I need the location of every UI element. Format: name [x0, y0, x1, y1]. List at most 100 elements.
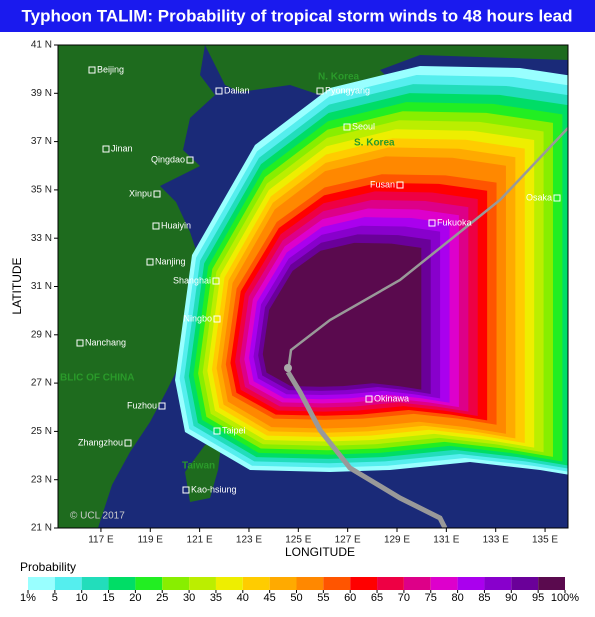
- city-label: Zhangzhou: [78, 437, 123, 447]
- y-tick-label: 33 N: [31, 233, 52, 244]
- y-tick-label: 35 N: [31, 185, 52, 196]
- legend-swatch: [511, 577, 539, 590]
- legend-tick-label: 20: [129, 592, 141, 604]
- legend-swatch: [403, 577, 431, 590]
- legend-swatch: [135, 577, 163, 590]
- city-label: Dalian: [224, 85, 250, 95]
- legend-tick-label: 25: [156, 592, 168, 604]
- x-tick-label: 127 E: [335, 535, 361, 546]
- y-tick-label: 27 N: [31, 378, 52, 389]
- city-marker: [213, 427, 221, 435]
- city-label: Qingdao: [151, 154, 185, 164]
- y-tick-label: 29 N: [31, 329, 52, 340]
- city-label: Xinpu: [129, 188, 152, 198]
- legend-swatch: [54, 577, 82, 590]
- track-forecast: [286, 127, 568, 373]
- city-label: Shanghai: [173, 275, 211, 285]
- y-tick-label: 37 N: [31, 136, 52, 147]
- y-axis-label: LATITUDE: [10, 257, 24, 314]
- city-label: Fukuoka: [437, 217, 472, 227]
- city-label: Nanchang: [85, 337, 126, 347]
- x-tick-label: 135 E: [532, 535, 558, 546]
- city-label: Fusan: [370, 179, 395, 189]
- credit: © UCL 2017: [70, 511, 125, 522]
- city-label: Pyongyang: [325, 85, 370, 95]
- legend-swatch: [81, 577, 109, 590]
- city-label: Ningbo: [183, 313, 212, 323]
- land-taiwan: [185, 438, 222, 502]
- y-tick-label: 39 N: [31, 88, 52, 99]
- x-tick-label: 117 E: [88, 535, 114, 546]
- legend-tick-label: 40: [237, 592, 249, 604]
- legend-swatch: [350, 577, 378, 590]
- legend-tick-label: 85: [478, 592, 490, 604]
- x-tick-label: 133 E: [483, 535, 509, 546]
- legend-swatch: [538, 577, 565, 590]
- city-label: Jinan: [111, 143, 133, 153]
- city-label: Fuzhou: [127, 400, 157, 410]
- city-marker: [152, 222, 160, 230]
- legend-tick-label: 30: [183, 592, 195, 604]
- country-label: N. Korea: [318, 72, 360, 83]
- x-tick-label: 119 E: [138, 535, 164, 546]
- legend-tick-label: 45: [264, 592, 276, 604]
- legend-tick-label: 75: [425, 592, 437, 604]
- city-label: Okinawa: [374, 393, 409, 403]
- title: Typhoon TALIM: Probability of tropical s…: [22, 6, 573, 25]
- legend-swatch: [215, 577, 243, 590]
- legend-tick-label: 5: [52, 592, 58, 604]
- city-marker: [146, 258, 154, 266]
- city-label: Kao-hsiung: [191, 484, 237, 494]
- x-tick-label: 131 E: [433, 535, 459, 546]
- city-marker: [88, 66, 96, 74]
- legend-tick-label: 100%: [551, 592, 579, 604]
- y-tick-label: 21 N: [31, 523, 52, 534]
- legend-tick-label: 70: [398, 592, 410, 604]
- legend-tick-label: 15: [102, 592, 114, 604]
- city-marker: [213, 315, 221, 323]
- legend-tick-label: 60: [344, 592, 356, 604]
- title-bar: [0, 0, 595, 32]
- x-tick-label: 121 E: [187, 535, 213, 546]
- city-label: Beijing: [97, 64, 124, 74]
- legend-swatch: [377, 577, 404, 590]
- legend-swatch: [189, 577, 216, 590]
- legend-tick-label: 80: [451, 592, 463, 604]
- legend-tick-label: 95: [532, 592, 544, 604]
- city-marker: [158, 402, 166, 410]
- legend-swatch: [162, 577, 190, 590]
- y-tick-label: 23 N: [31, 474, 52, 485]
- legend-title: Probability: [20, 560, 76, 574]
- city-marker: [365, 395, 373, 403]
- x-tick-label: 129 E: [384, 535, 410, 546]
- city-marker: [76, 339, 84, 347]
- city-marker: [102, 145, 110, 153]
- cities: Beijing Dalian Pyongyang Seoul Jinan Qingdao X…: [76, 64, 561, 494]
- city-marker: [343, 123, 351, 131]
- city-marker: [215, 87, 223, 95]
- legend-tick-label: 90: [505, 592, 517, 604]
- land-north: [205, 45, 568, 100]
- legend-tick-label: 35: [210, 592, 222, 604]
- x-axis-label: LONGITUDE: [285, 545, 355, 559]
- city-marker: [316, 87, 324, 95]
- country-label: S. Korea: [354, 138, 395, 149]
- y-tick-label: 25 N: [31, 426, 52, 437]
- city-marker: [396, 181, 404, 189]
- city-label: Osaka: [526, 192, 552, 202]
- city-label: Taipei: [222, 425, 246, 435]
- legend-tick-label: 1%: [20, 592, 36, 604]
- y-tick-label: 41 N: [31, 40, 52, 51]
- legend-tick-label: 65: [371, 592, 383, 604]
- probability-band: [262, 242, 422, 390]
- legend-swatch: [28, 577, 55, 590]
- land-china: [58, 45, 215, 528]
- legend-swatch: [296, 577, 324, 590]
- y-tick-label: 31 N: [31, 281, 52, 292]
- legend-swatch: [323, 577, 351, 590]
- legend-swatch: [484, 577, 512, 590]
- track-past: [285, 370, 448, 528]
- country-label: Taiwan: [182, 461, 215, 472]
- city-label: Huaiyin: [161, 220, 191, 230]
